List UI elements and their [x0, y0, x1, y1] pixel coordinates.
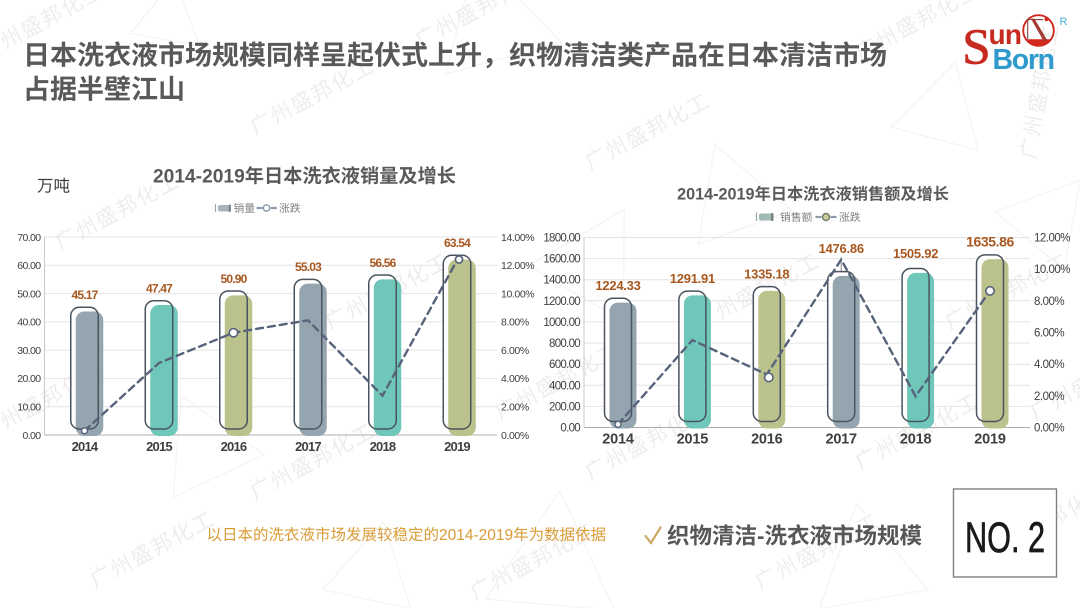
- svg-text:60.00: 60.00: [17, 260, 41, 272]
- svg-text:S: S: [962, 20, 990, 76]
- svg-text:1291.91: 1291.91: [670, 271, 715, 286]
- svg-text:2019: 2019: [444, 439, 470, 454]
- svg-text:2014-2019: 2014-2019: [677, 186, 754, 204]
- svg-text:400.00: 400.00: [549, 380, 580, 392]
- svg-text:10.00%: 10.00%: [1034, 264, 1070, 276]
- svg-text:Born: Born: [993, 44, 1054, 76]
- svg-text:2014-2019: 2014-2019: [439, 527, 513, 544]
- svg-text:2017: 2017: [825, 432, 857, 448]
- svg-text:30.00: 30.00: [17, 345, 41, 357]
- svg-text:2016: 2016: [751, 432, 783, 448]
- svg-text:200.00: 200.00: [549, 401, 580, 413]
- svg-text:6.00%: 6.00%: [501, 345, 529, 357]
- svg-text:10.00: 10.00: [17, 402, 41, 414]
- svg-text:2014-2019: 2014-2019: [153, 167, 245, 188]
- svg-text:12.00%: 12.00%: [501, 260, 534, 272]
- svg-text:1224.33: 1224.33: [595, 278, 640, 293]
- svg-text:NO. 2: NO. 2: [965, 514, 1045, 562]
- svg-text:2.00%: 2.00%: [1034, 391, 1064, 403]
- svg-text:600.00: 600.00: [549, 359, 580, 371]
- svg-text:800.00: 800.00: [549, 338, 580, 350]
- svg-text:50.00: 50.00: [17, 288, 41, 300]
- svg-text:1335.18: 1335.18: [744, 266, 789, 281]
- svg-text:45.17: 45.17: [71, 288, 98, 302]
- svg-text:2015: 2015: [146, 439, 172, 454]
- svg-text:un: un: [989, 19, 1022, 50]
- svg-text:1000.00: 1000.00: [543, 317, 580, 329]
- svg-text:1600.00: 1600.00: [543, 254, 580, 266]
- svg-text:1200.00: 1200.00: [543, 296, 580, 308]
- svg-text:47.47: 47.47: [146, 282, 173, 296]
- svg-text:63.54: 63.54: [444, 236, 471, 250]
- svg-text:2018: 2018: [370, 439, 396, 454]
- svg-text:0.00: 0.00: [560, 423, 580, 435]
- svg-text:2018: 2018: [900, 432, 932, 448]
- svg-text:4.00%: 4.00%: [1034, 359, 1064, 371]
- svg-text:2016: 2016: [221, 439, 247, 454]
- svg-text:6.00%: 6.00%: [1034, 328, 1064, 340]
- svg-text:2014: 2014: [72, 439, 99, 454]
- svg-text:0.00: 0.00: [22, 430, 41, 442]
- svg-text:12.00%: 12.00%: [1034, 233, 1070, 245]
- svg-text:0.00%: 0.00%: [1034, 423, 1064, 435]
- svg-text:1505.92: 1505.92: [893, 246, 938, 261]
- svg-text:-: -: [757, 524, 765, 549]
- svg-text:55.03: 55.03: [295, 260, 322, 274]
- svg-text:20.00: 20.00: [17, 373, 41, 385]
- svg-text:40.00: 40.00: [17, 317, 41, 329]
- svg-text:1476.86: 1476.86: [819, 241, 864, 256]
- svg-text:2019: 2019: [974, 432, 1006, 448]
- svg-text:2015: 2015: [677, 432, 709, 448]
- svg-text:4.00%: 4.00%: [501, 373, 529, 385]
- svg-text:8.00%: 8.00%: [501, 317, 529, 329]
- svg-text:56.56: 56.56: [369, 256, 396, 270]
- svg-text:70.00: 70.00: [17, 232, 41, 244]
- svg-text:14.00%: 14.00%: [501, 232, 534, 244]
- svg-text:2014: 2014: [602, 432, 634, 448]
- svg-text:1400.00: 1400.00: [543, 275, 580, 287]
- svg-text:1635.86: 1635.86: [966, 234, 1014, 250]
- svg-text:10.00%: 10.00%: [501, 288, 534, 300]
- svg-text:2.00%: 2.00%: [501, 402, 529, 414]
- svg-text:1800.00: 1800.00: [543, 233, 580, 245]
- svg-text:50.90: 50.90: [220, 272, 247, 286]
- svg-text:0.00%: 0.00%: [501, 430, 529, 442]
- svg-text:2017: 2017: [295, 439, 321, 454]
- svg-text:8.00%: 8.00%: [1034, 296, 1064, 308]
- svg-text:R: R: [1060, 16, 1068, 28]
